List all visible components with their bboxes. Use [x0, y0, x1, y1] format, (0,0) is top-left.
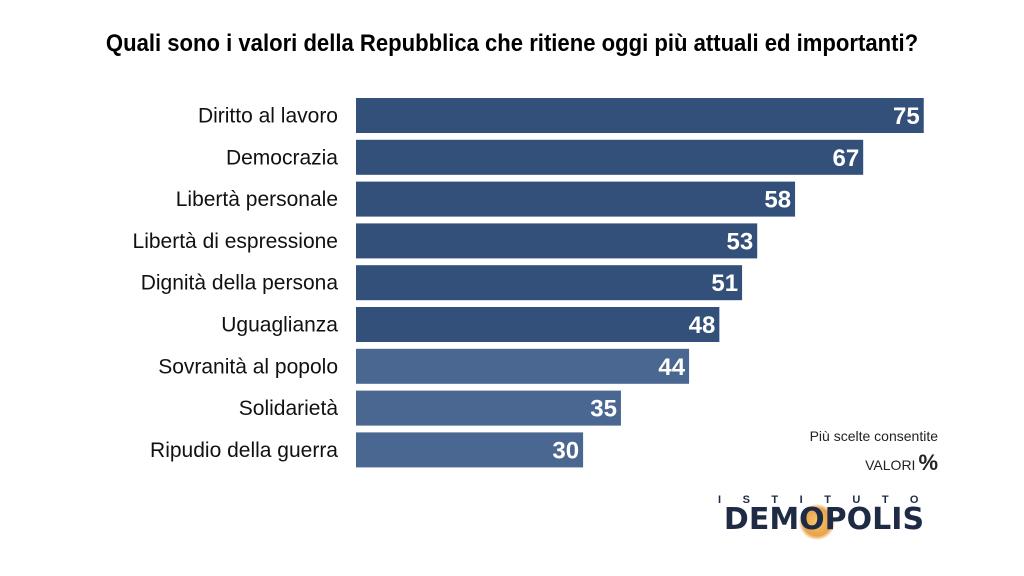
bar-4	[356, 223, 758, 259]
bar-6	[356, 307, 720, 342]
logo-sun-icon	[799, 504, 835, 540]
category-label-6: Uguaglianza	[221, 314, 338, 337]
value-label-4: 53	[727, 228, 754, 255]
value-label-9: 30	[552, 437, 579, 464]
category-label-4: Libertà di espressione	[133, 230, 338, 253]
bar-7	[356, 348, 690, 384]
note-valori-label: VALORI	[865, 457, 916, 473]
category-label-2: Democrazia	[226, 146, 338, 169]
value-label-1: 75	[893, 103, 920, 130]
value-label-7: 44	[658, 354, 685, 381]
bar-2	[356, 139, 864, 175]
value-label-2: 67	[832, 145, 859, 172]
category-label-8: Solidarietà	[239, 397, 339, 420]
chart-title: Quali sono i valori della Repubblica che…	[105, 30, 919, 57]
note-percent-symbol: %	[918, 450, 938, 475]
note-multiple-choice: Più scelte consentite	[809, 428, 938, 444]
logo-demopolis-text: DEMOPOLIS	[723, 502, 925, 537]
category-label-9: Ripudio della guerra	[150, 439, 338, 462]
value-label-6: 48	[689, 312, 716, 339]
note-values: VALORI%	[720, 450, 938, 476]
bar-5	[356, 265, 743, 301]
bar-9	[356, 432, 584, 468]
category-label-5: Dignità della persona	[141, 272, 339, 295]
bar-3	[356, 181, 796, 217]
category-label-7: Sovranità al popolo	[158, 355, 338, 378]
bar-1	[356, 98, 924, 133]
value-label-3: 58	[764, 187, 791, 214]
chart-note: Più scelte consentite VALORI%	[720, 428, 938, 476]
bar-8	[356, 390, 621, 426]
logo-istituto-text: ISTITUTO	[718, 494, 940, 506]
demopolis-logo: ISTITUTO DEMOPOLIS	[698, 494, 950, 542]
category-label-3: Libertà personale	[176, 188, 338, 211]
value-label-5: 51	[711, 270, 738, 297]
value-label-8: 35	[590, 396, 617, 423]
category-label-1: Diritto al lavoro	[198, 105, 338, 128]
